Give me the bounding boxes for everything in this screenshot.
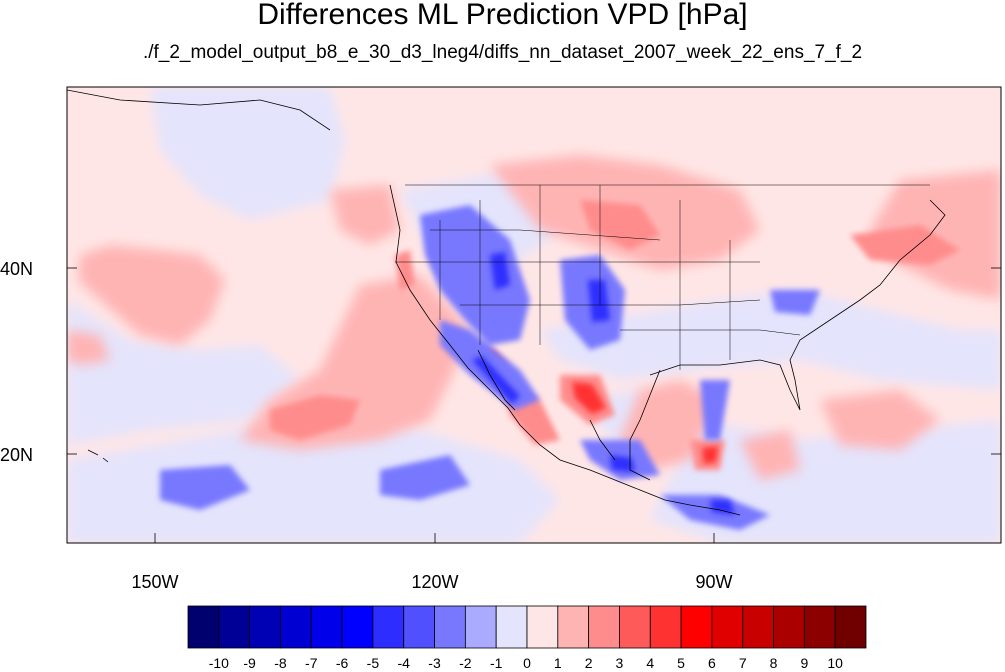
colorbar-tick-label: -5 (366, 655, 380, 671)
field-strong-blue (472, 252, 735, 515)
colorbar-tick-label: -8 (274, 655, 287, 671)
colorbar-swatch (834, 605, 867, 649)
colorbar-tick-label: -2 (459, 655, 472, 671)
colorbar-tick-label: 10 (827, 655, 843, 671)
colorbar-swatch (403, 605, 435, 649)
colorbar-swatch (310, 605, 343, 649)
colorbar-swatch (742, 605, 774, 649)
colorbar-swatch (619, 605, 651, 649)
colorbar-swatch (773, 605, 805, 649)
colorbar-tick-label: 1 (553, 655, 562, 671)
colorbar-swatch (434, 605, 466, 649)
colorbar-swatch (557, 605, 590, 649)
colorbar-swatch (280, 605, 312, 649)
colorbar-swatch (711, 605, 744, 649)
lon-label-150w: 150W (131, 572, 179, 592)
field-light-red (67, 155, 1001, 480)
colorbar-swatch (526, 605, 559, 649)
colorbar-tick-label: -7 (305, 655, 318, 671)
colorbar-tick-label: 6 (708, 655, 716, 671)
colorbar-tick-label: -10 (208, 655, 229, 671)
lat-label-40n: 40N (0, 259, 34, 279)
colorbar-tick-label: -9 (243, 655, 256, 671)
colorbar-tick-label: 0 (523, 655, 531, 671)
state-borders (395, 184, 930, 370)
colorbar-swatch (218, 605, 251, 649)
colorbar-swatch (464, 605, 497, 649)
plot-title: Differences ML Prediction VPD [hPa] (257, 0, 748, 31)
colorbar-swatch (249, 605, 281, 649)
colorbar-swatch (588, 605, 620, 649)
colorbar-tick-label: 9 (800, 655, 809, 671)
colorbar-swatch (187, 605, 220, 649)
colorbar-tick-label: 7 (738, 655, 747, 671)
colorbar-tick-label: 8 (769, 655, 778, 671)
colorbar-swatch (680, 605, 713, 649)
colorbar-swatch (341, 605, 374, 649)
colorbar-swatch (803, 605, 836, 649)
colorbar-tick-label: 4 (646, 655, 655, 671)
colorbar-swatch (649, 605, 682, 649)
colorbar-tick-label: -3 (428, 655, 441, 671)
colorbar-tick-label: 5 (677, 655, 685, 671)
plot-subtitle: ./f_2_model_output_b8_e_30_d3_lneg4/diff… (142, 42, 863, 63)
colorbar-tick-label: -6 (335, 655, 349, 671)
colorbar-swatch (372, 605, 405, 649)
colorbar-tick-label: -1 (489, 655, 503, 671)
lon-label-90w: 90W (695, 572, 733, 592)
coastlines (67, 89, 946, 516)
lon-label-120w: 120W (411, 572, 459, 592)
lat-label-20n: 20N (0, 445, 34, 465)
graticule-ticks (67, 267, 1001, 543)
colorbar-tick-label: 2 (584, 655, 593, 671)
colorbar-swatch (495, 605, 528, 649)
colorbar-tick-label: -4 (397, 655, 410, 671)
map-frame (66, 86, 1002, 544)
colorbar-tick-label: 3 (615, 655, 624, 671)
